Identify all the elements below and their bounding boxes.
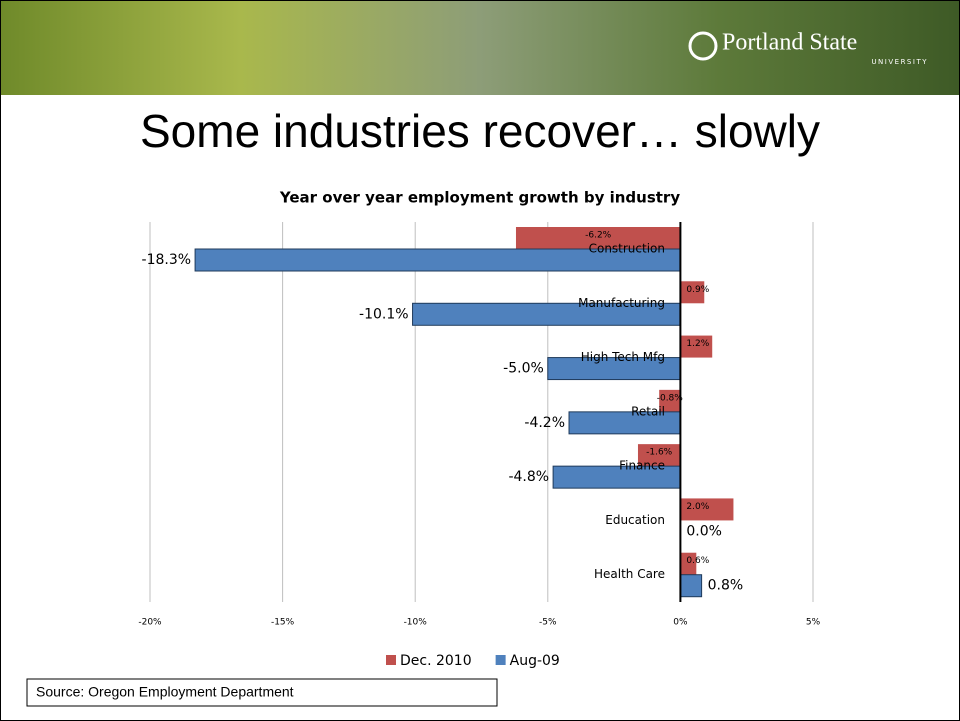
logo-sub: UNIVERSITY bbox=[871, 58, 928, 66]
value-label: -1.6% bbox=[646, 448, 673, 458]
value-label: -18.3% bbox=[142, 252, 192, 268]
bar bbox=[680, 281, 705, 304]
x-tick-label: 0% bbox=[673, 618, 688, 628]
value-label: 0.0% bbox=[686, 523, 722, 539]
slide-title: Some industries recover… slowly bbox=[140, 105, 820, 157]
category-label: Retail bbox=[631, 404, 665, 418]
value-label: -0.8% bbox=[657, 393, 684, 403]
x-tick-label: -10% bbox=[404, 618, 428, 628]
value-label: 0.8% bbox=[708, 578, 744, 594]
value-label: -4.8% bbox=[508, 469, 549, 485]
value-label: 0.9% bbox=[686, 285, 709, 295]
value-label: -4.2% bbox=[524, 415, 565, 431]
value-label: -6.2% bbox=[585, 231, 612, 241]
bar bbox=[680, 552, 697, 575]
value-label: -10.1% bbox=[359, 306, 409, 322]
bar bbox=[659, 389, 681, 412]
value-label: 1.2% bbox=[686, 339, 709, 349]
legend-swatch bbox=[495, 655, 506, 665]
bar bbox=[515, 227, 681, 249]
category-label: Health Care bbox=[594, 567, 665, 581]
chart-title: Year over year employment growth by indu… bbox=[279, 189, 680, 207]
bar bbox=[680, 498, 734, 521]
category-label: Education bbox=[605, 513, 665, 527]
value-label: -5.0% bbox=[503, 361, 544, 377]
header-banner bbox=[1, 1, 959, 95]
value-label: 2.0% bbox=[686, 502, 709, 512]
bar bbox=[679, 574, 703, 598]
x-tick-label: -5% bbox=[539, 618, 557, 628]
category-label: High Tech Mfg bbox=[581, 350, 665, 364]
x-tick-label: 5% bbox=[806, 618, 821, 628]
category-label: Manufacturing bbox=[578, 296, 665, 310]
source: Source: Oregon Employment Department bbox=[36, 684, 294, 700]
x-tick-label: -20% bbox=[138, 618, 162, 628]
legend-swatch bbox=[386, 655, 396, 665]
legend-label: Dec. 2010 bbox=[400, 653, 472, 669]
logo-name: Portland State bbox=[722, 30, 857, 56]
x-tick-label: -15% bbox=[271, 618, 295, 628]
value-label: 0.6% bbox=[686, 556, 709, 566]
source-box bbox=[26, 678, 498, 707]
bar bbox=[680, 335, 713, 358]
legend-label: Aug-09 bbox=[510, 653, 560, 669]
category-label: Construction bbox=[589, 242, 665, 256]
bar bbox=[637, 444, 681, 467]
logo-icon bbox=[688, 31, 718, 61]
category-label: Finance bbox=[619, 459, 665, 473]
